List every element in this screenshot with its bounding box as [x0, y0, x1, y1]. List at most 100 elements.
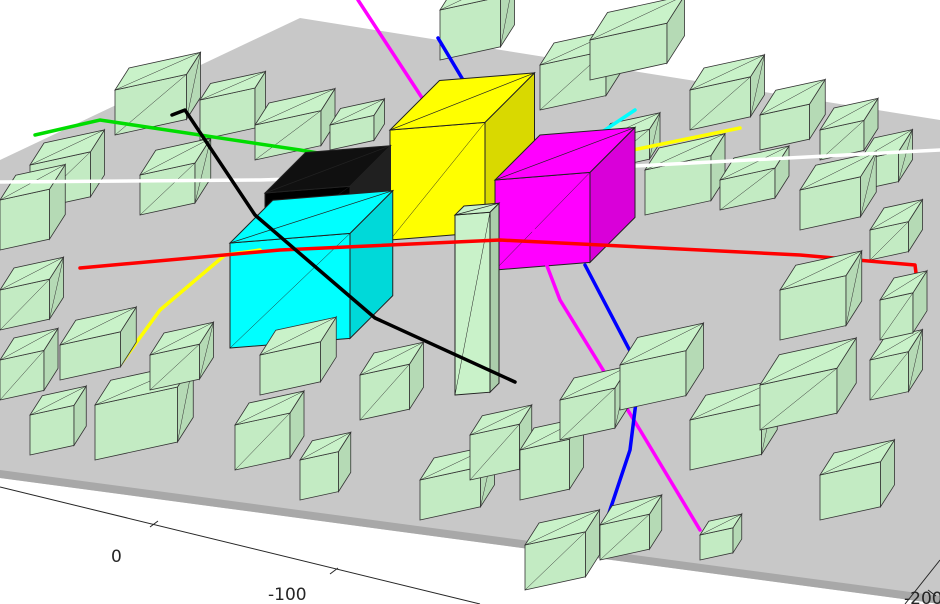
roof-mesh-line — [359, 341, 424, 376]
colored-blocks — [228, 71, 637, 396]
block-mesh-line — [454, 212, 491, 396]
roof-mesh-line — [234, 390, 305, 426]
face-mesh-line — [149, 344, 200, 391]
face-mesh-line — [869, 351, 909, 401]
roof-mesh-line — [469, 404, 532, 436]
face-mesh-line — [0, 279, 50, 331]
face-mesh-line — [500, 0, 510, 47]
roof-mesh-line — [779, 250, 862, 291]
building — [779, 249, 863, 341]
building — [234, 389, 305, 471]
face-mesh-line — [0, 350, 45, 401]
face-mesh-line — [879, 292, 914, 341]
roof-mesh-line — [689, 54, 765, 91]
face-mesh-line — [750, 54, 765, 117]
face-mesh-line — [359, 364, 410, 421]
roof-mesh-line — [59, 306, 137, 346]
x-axis-line — [0, 486, 481, 604]
face-mesh-line — [49, 257, 64, 320]
roof-mesh-line — [139, 138, 211, 176]
roof-mesh-line — [879, 270, 928, 301]
block-mesh-line — [229, 233, 351, 349]
building — [59, 305, 138, 381]
building — [819, 97, 879, 161]
ground-edge — [0, 470, 940, 604]
building-side-face — [500, 0, 515, 49]
building — [359, 340, 425, 421]
roof-mesh-line — [559, 365, 630, 401]
block-mesh-line — [454, 202, 500, 216]
building — [0, 327, 59, 401]
face-mesh-line — [898, 129, 913, 182]
roof-mesh-line — [199, 71, 266, 101]
roof-mesh-line — [29, 385, 87, 416]
x-tick — [329, 567, 339, 575]
roof-mesh-line — [0, 328, 59, 361]
building-roof — [589, 0, 683, 41]
building — [329, 97, 386, 151]
roof-mesh-line — [524, 509, 600, 546]
building — [599, 493, 663, 561]
face-mesh-line — [719, 167, 776, 211]
building — [149, 320, 215, 391]
building — [759, 336, 858, 431]
roof-mesh-line — [799, 151, 877, 191]
ray-line — [78, 238, 922, 307]
roof-mesh-line — [759, 79, 826, 116]
building — [879, 269, 928, 341]
face-mesh-line — [254, 110, 322, 161]
roof-mesh-line — [869, 199, 923, 231]
roof-mesh-line — [259, 316, 337, 356]
building — [254, 87, 336, 161]
block-mesh-line — [494, 172, 591, 271]
building — [139, 136, 212, 216]
face-mesh-line — [194, 138, 211, 204]
roof-mesh-line — [149, 321, 214, 356]
y-tick-label: -200 — [904, 589, 940, 604]
building — [759, 78, 827, 151]
block-mesh-line — [389, 72, 535, 131]
building — [819, 438, 896, 521]
x-tick-label: 0 — [111, 547, 122, 567]
roof-mesh-line — [329, 98, 385, 126]
face-mesh-line — [234, 412, 291, 471]
y-tick — [927, 589, 937, 597]
building — [619, 321, 705, 411]
building — [439, 0, 515, 61]
roof-mesh-line — [819, 98, 879, 131]
roof-mesh-line — [254, 88, 336, 126]
roof-mesh-line — [0, 256, 64, 291]
face-mesh-line — [599, 514, 650, 561]
face-mesh-line — [649, 112, 661, 160]
roof-mesh-line — [619, 322, 704, 366]
roof-mesh-line — [439, 0, 462, 11]
face-mesh-line — [186, 52, 201, 120]
x-tick — [149, 520, 159, 528]
block-mesh-line — [229, 190, 393, 244]
block-mesh-line — [494, 127, 636, 181]
building — [689, 53, 766, 131]
face-mesh-line — [139, 162, 196, 216]
face-mesh-line — [524, 531, 586, 591]
building — [29, 384, 88, 456]
roof-mesh-line — [599, 494, 662, 526]
building — [589, 0, 685, 81]
building — [869, 328, 924, 401]
face-mesh-line — [759, 368, 838, 431]
face-mesh-line — [845, 250, 862, 326]
face-mesh-line — [199, 322, 214, 380]
roof-mesh-line — [29, 129, 105, 166]
light-tower — [453, 201, 501, 396]
near-buildings — [0, 249, 928, 591]
axes: 0 -100 -200 — [0, 486, 940, 604]
roof-mesh-line — [114, 52, 201, 91]
ray-lines-front — [78, 108, 922, 532]
roof-mesh-line — [699, 513, 742, 536]
roof-mesh-line — [589, 0, 676, 41]
face-mesh-line — [860, 151, 877, 217]
building — [719, 144, 790, 211]
roof-mesh-line — [869, 329, 923, 361]
block-mesh-line — [264, 145, 391, 194]
building — [869, 198, 924, 261]
